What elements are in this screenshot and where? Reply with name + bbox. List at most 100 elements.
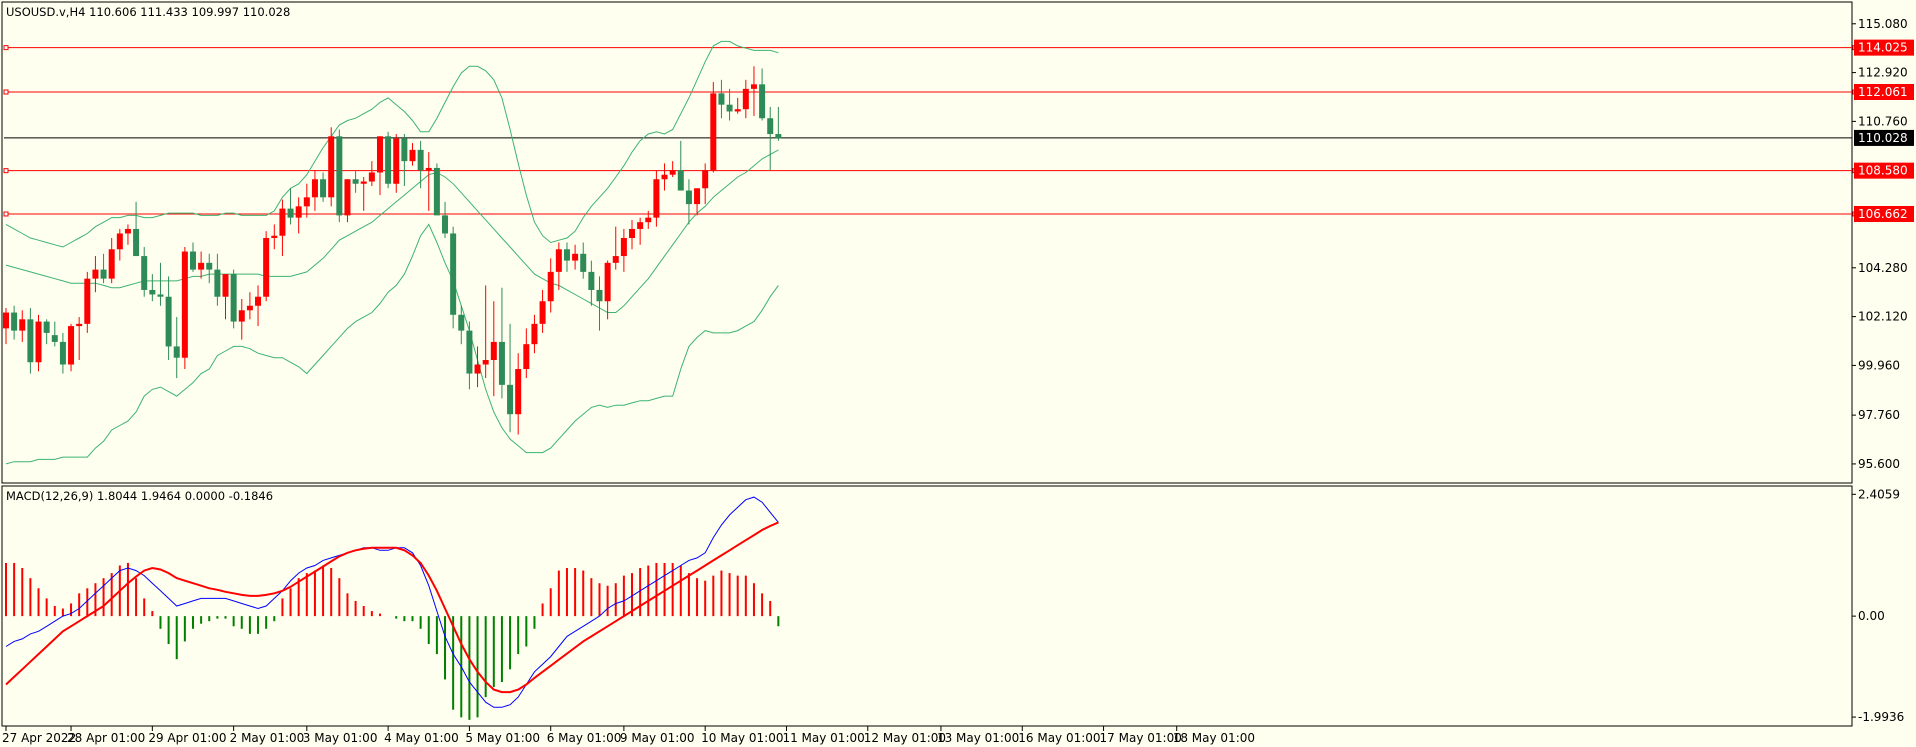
candle-body [246,305,253,311]
level-price-tag [1854,83,1914,100]
candle [133,201,140,257]
candle-body [596,289,603,302]
level-price-label: 112.061 [1858,85,1908,99]
candle [344,179,351,223]
price-tick-label: 95.600 [1858,457,1900,471]
candle [246,292,253,320]
candle [368,161,375,187]
time-tick-label: 16 May 01:00 [1018,731,1100,745]
candle-body [563,249,570,261]
candle-body [466,330,473,374]
candle [100,253,107,284]
candle-body [490,341,497,360]
candle-body [352,179,359,184]
candle-body [442,215,449,234]
candle-body [661,174,668,180]
candle-body [165,296,172,347]
candle-body [68,326,75,365]
candle-body [263,237,270,297]
macd-tick-label: -1.9936 [1858,710,1904,724]
time-tick-label: 10 May 01:00 [701,731,783,745]
candle [507,323,514,433]
candle [303,183,310,218]
candle [555,242,562,290]
candle-body [124,228,131,234]
candle [393,134,400,193]
candle-body [92,269,99,279]
time-tick-label: 13 May 01:00 [937,731,1019,745]
current-price-label: 110.028 [1858,131,1908,145]
candle [702,163,709,205]
candle-body [376,136,383,173]
time-tick-label: 28 Apr 01:00 [67,731,145,745]
candle-body [767,118,774,135]
candle-body [629,228,636,238]
candle-body [149,289,156,295]
candle [352,170,359,193]
candle-body [555,249,562,272]
candle-body [507,384,514,415]
candle-body [368,172,375,182]
candle [11,305,18,340]
candle-body [572,253,579,261]
macd-tick-label: 2.4059 [1858,487,1900,501]
candle-body [35,321,42,363]
horizontal-levels[interactable] [3,45,1858,217]
candle [482,285,489,379]
price-axis: 115.080 112.920 110.760 104.280 102.120 99.96… [1852,17,1914,471]
candle [490,301,497,397]
candle [596,276,603,331]
bb-upper-line [5,40,779,248]
candle-body [59,341,66,365]
macd-main-line [5,496,779,708]
candle-body [498,341,505,385]
candle-body [173,346,180,358]
candle [3,308,9,345]
candle [271,224,278,250]
candle [287,188,294,225]
bb-middle-line [5,149,779,313]
candle [157,262,164,306]
candle [27,308,34,374]
candle-body [702,170,709,189]
candle-body [295,206,302,218]
candle-body [141,256,148,290]
candle [677,140,684,191]
time-tick-label: 18 May 01:00 [1173,731,1255,745]
candle [376,136,383,196]
candle [637,217,644,245]
candle [311,170,318,211]
time-tick-label: 12 May 01:00 [864,731,946,745]
candle [466,321,473,390]
candle-body [189,251,196,270]
candle-body [775,134,782,139]
time-tick-label: 4 May 01:00 [384,731,459,745]
candle [433,163,440,216]
candle-body [27,319,34,363]
candle [547,258,554,313]
candle [230,269,237,329]
candle [563,242,570,272]
candle-body [19,319,26,331]
candle [531,314,538,354]
candle-body [271,235,278,238]
candle [108,237,115,284]
candle-body [328,136,335,198]
candle [604,260,611,320]
candle-body [718,93,725,105]
candle-body [336,136,343,216]
candle [385,131,392,189]
bollinger-bands [5,40,779,465]
candle [734,97,741,114]
candle [620,228,627,272]
candle [279,199,286,257]
candle-body [694,188,701,205]
candle [238,298,245,340]
candle-body [320,179,327,198]
bb-lower-line [5,223,779,465]
candle [173,317,180,379]
candle [694,188,701,216]
candle-body [255,296,262,306]
candle [685,179,692,225]
